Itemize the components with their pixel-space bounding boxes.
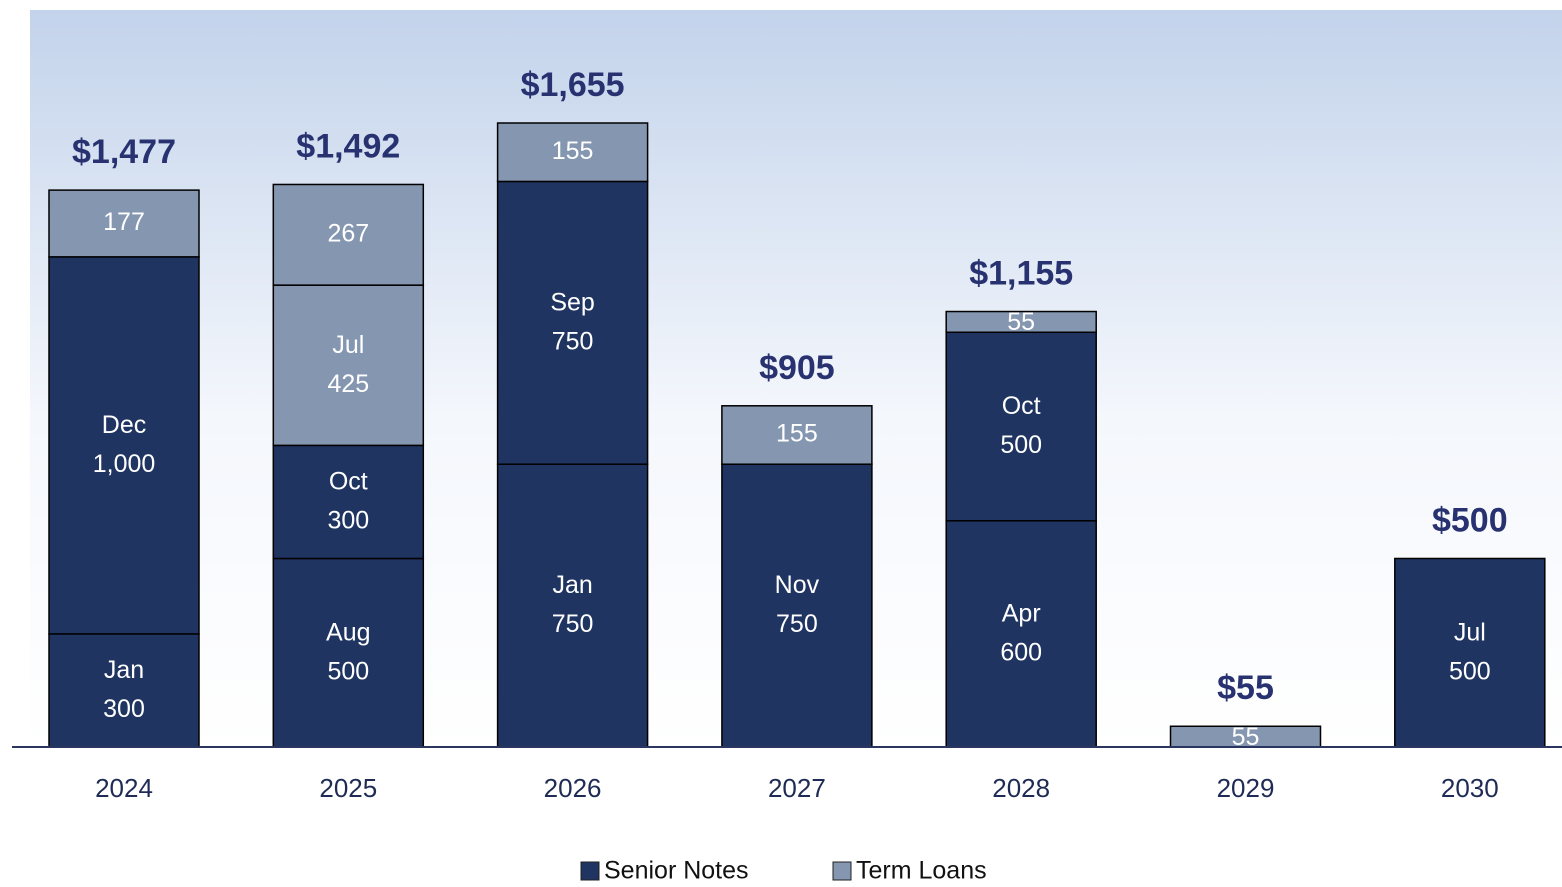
- legend-label: Term Loans: [856, 857, 987, 885]
- segment-value: 600: [1000, 638, 1042, 666]
- segment-value: 750: [776, 610, 818, 638]
- segment-value: 500: [1449, 657, 1491, 685]
- legend-label: Senior Notes: [604, 857, 749, 885]
- bar-segment: [272, 183, 425, 286]
- bar-segment: [721, 405, 873, 465]
- x-tick-label: 2026: [544, 773, 602, 803]
- total-label: $1,155: [969, 255, 1073, 293]
- segment-value: 500: [1000, 431, 1042, 459]
- segment-value: 300: [103, 695, 145, 723]
- total-label: $1,492: [296, 127, 400, 165]
- segment-month: Dec: [102, 411, 146, 439]
- x-tick-label: 2028: [992, 773, 1050, 803]
- bar-segment: [48, 189, 200, 258]
- bar-segment: [272, 284, 425, 447]
- segment-value: 300: [327, 507, 369, 535]
- segment-month: Jan: [104, 656, 144, 684]
- total-label: $905: [759, 349, 835, 387]
- segment-value: 155: [552, 137, 594, 165]
- legend-swatch: [832, 861, 852, 881]
- segment-month: Nov: [775, 571, 820, 599]
- segment-month: Jul: [1454, 618, 1486, 646]
- bar-segment: [496, 180, 649, 465]
- total-label: $1,655: [521, 66, 625, 104]
- x-tick-label: 2024: [95, 773, 153, 803]
- segment-month: Jan: [552, 571, 592, 599]
- x-tick-label: 2030: [1441, 773, 1499, 803]
- segment-month: Sep: [550, 288, 594, 316]
- segment-value: 177: [103, 208, 145, 236]
- segment-month: Apr: [1002, 599, 1041, 627]
- legend-swatch: [580, 861, 600, 881]
- segment-month: Jul: [332, 331, 364, 359]
- segment-month: Oct: [1002, 392, 1041, 420]
- segment-value: 500: [327, 657, 369, 685]
- x-tick-label: 2025: [319, 773, 377, 803]
- bar-segment: [272, 557, 425, 748]
- total-label: $500: [1432, 501, 1508, 539]
- total-label: $55: [1217, 669, 1274, 707]
- bar-segment: [272, 444, 425, 560]
- bar-segment: [945, 331, 1097, 522]
- bar-segment: [496, 122, 649, 183]
- total-label: $1,477: [72, 133, 176, 171]
- segment-value: 425: [327, 370, 369, 398]
- bar-segment: [496, 463, 649, 748]
- segment-value: 267: [327, 219, 369, 247]
- segment-value: 750: [552, 610, 594, 638]
- bar-segment: [721, 463, 873, 748]
- bar-segment: [48, 256, 200, 635]
- segment-month: Aug: [326, 618, 370, 646]
- bar-segment: [1394, 557, 1546, 748]
- bar-segment: [48, 633, 200, 748]
- segment-value: 155: [776, 420, 818, 448]
- x-tick-label: 2027: [768, 773, 826, 803]
- bar-segment: [945, 520, 1097, 748]
- x-tick-label: 2029: [1217, 773, 1275, 803]
- segment-value: 1,000: [93, 450, 156, 478]
- bar-segment: [945, 310, 1097, 334]
- segment-month: Oct: [329, 468, 368, 496]
- segment-value: 55: [1007, 308, 1035, 336]
- segment-value: 750: [552, 327, 594, 355]
